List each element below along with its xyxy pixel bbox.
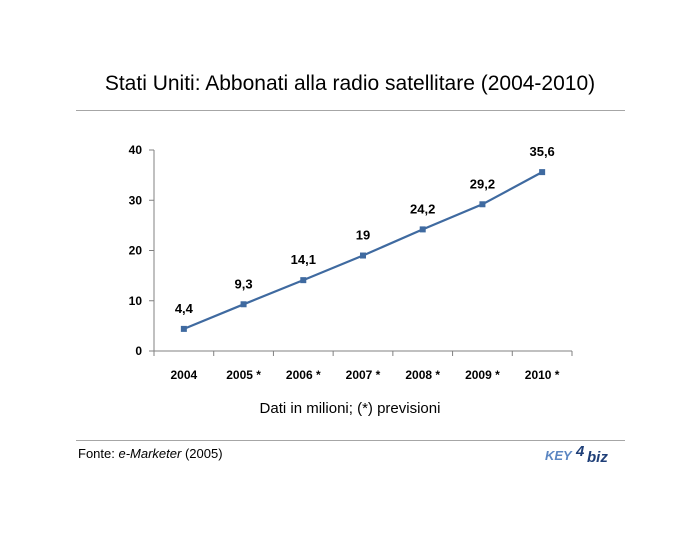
data-label: 35,6 [529, 144, 554, 159]
data-label: 9,3 [235, 276, 253, 291]
x-tick-label: 2007 * [346, 368, 381, 382]
x-tick-label: 2010 * [525, 368, 560, 382]
data-label: 19 [356, 228, 370, 243]
source-suffix: (2005) [181, 446, 223, 461]
logo-biz-text: biz [587, 449, 608, 466]
x-tick-label: 2006 * [286, 368, 321, 382]
y-tick-label: 20 [129, 244, 143, 258]
y-tick-label: 30 [129, 193, 143, 207]
data-label: 14,1 [291, 252, 316, 267]
data-label: 24,2 [410, 201, 435, 216]
source-prefix: Fonte: [78, 446, 119, 461]
logo-key-text: KEY [545, 448, 573, 463]
key4biz-logo: KEY 4 biz [545, 443, 608, 466]
data-label: 4,4 [175, 301, 194, 316]
data-point [180, 325, 187, 332]
title-divider [76, 110, 625, 111]
logo-number-text: 4 [575, 443, 585, 460]
y-tick-label: 40 [129, 143, 143, 157]
chart-title: Stati Uniti: Abbonati alla radio satelli… [104, 72, 596, 95]
data-label: 29,2 [470, 176, 495, 191]
source-citation: Fonte: e-Marketer (2005) [78, 446, 223, 461]
y-tick-label: 0 [135, 344, 142, 358]
series-line [183, 171, 543, 330]
x-tick-label: 2008 * [405, 368, 440, 382]
line-chart: 0 10 20 30 40 2004 2005 * 2006 * 2007 * 2008 * 200… [129, 143, 573, 382]
data-point [419, 226, 426, 233]
data-point [240, 301, 247, 308]
data-point [300, 277, 307, 284]
data-point [360, 252, 366, 259]
x-tick-label: 2005 * [226, 368, 261, 382]
x-tick-label: 2009 * [465, 368, 500, 382]
data-point [539, 169, 546, 176]
data-point [479, 201, 486, 208]
source-name: e-Marketer [118, 446, 182, 461]
y-tick-label: 10 [129, 294, 143, 308]
footer-divider [76, 440, 625, 441]
x-tick-label: 2004 [171, 368, 198, 382]
chart-note: Dati in milioni; (*) previsioni [259, 400, 441, 417]
